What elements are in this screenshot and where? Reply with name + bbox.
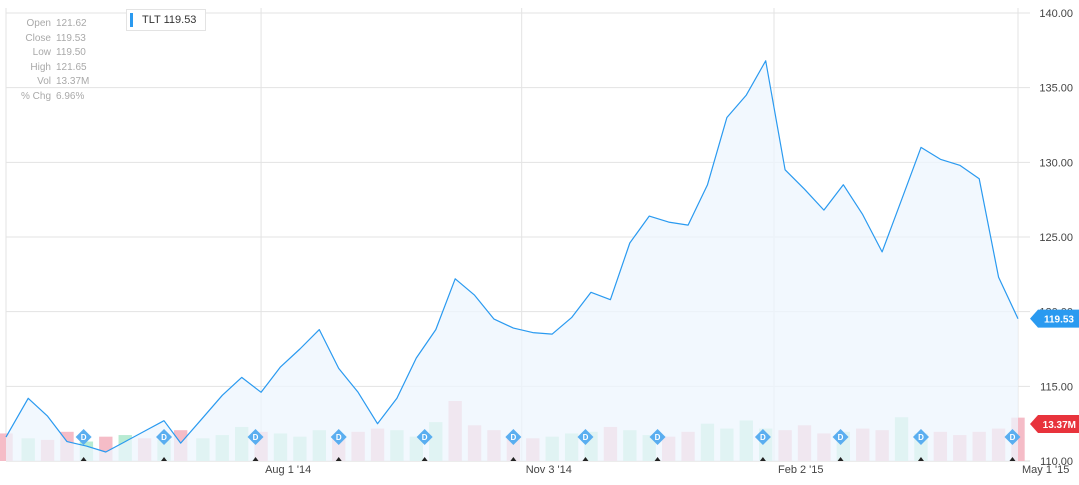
dividend-marker[interactable]: D bbox=[912, 429, 929, 461]
y-tick-label: 130.00 bbox=[1039, 157, 1073, 169]
dividend-diamond bbox=[75, 429, 92, 445]
price-area-fill bbox=[6, 60, 1018, 462]
dividend-marker[interactable]: D bbox=[156, 429, 173, 461]
dividend-marker-label: D bbox=[838, 433, 844, 442]
series-legend[interactable]: TLT 119.53 bbox=[126, 9, 206, 31]
info-row-close: Close 119.53 bbox=[6, 32, 89, 47]
info-row-open: Open 121.62 bbox=[6, 17, 89, 32]
info-row-vol: Vol 13.37M bbox=[6, 75, 89, 90]
info-label: High bbox=[30, 61, 51, 73]
info-value: 119.53 bbox=[56, 32, 86, 44]
info-row-high: High 121.65 bbox=[6, 61, 89, 76]
dividend-tick bbox=[1009, 457, 1016, 461]
legend-swatch bbox=[130, 13, 133, 27]
dividend-diamond bbox=[649, 429, 666, 445]
dividend-diamond bbox=[416, 429, 433, 445]
dividend-diamond bbox=[754, 429, 771, 445]
dividend-marker-label: D bbox=[918, 433, 924, 442]
dividend-diamond bbox=[912, 429, 929, 445]
dividend-diamond bbox=[156, 429, 173, 445]
dividend-tick bbox=[759, 457, 766, 461]
info-value: 121.62 bbox=[56, 18, 87, 29]
x-axis: Aug 1 '14 Nov 3 '14 Feb 2 '15 May 1 '15 bbox=[265, 464, 1069, 476]
ohlc-info-panel: Open 121.62 Close 119.53 Low 119.50 High 121… bbox=[6, 17, 89, 104]
dividend-marker-label: D bbox=[1010, 433, 1016, 442]
last-price-tag-bg bbox=[1030, 309, 1079, 328]
dividend-tick bbox=[582, 457, 589, 461]
dividend-tick bbox=[510, 457, 517, 461]
y-axis: 110.00115.00120.00125.00130.00135.00140.… bbox=[1039, 8, 1073, 468]
info-value: 119.50 bbox=[56, 47, 86, 58]
y-tick-label: 125.00 bbox=[1039, 232, 1073, 244]
price-line-path bbox=[5, 60, 1019, 453]
x-tick-label: Aug 1 '14 bbox=[265, 464, 311, 476]
last-price-tag-label: 119.53 bbox=[1044, 315, 1074, 326]
dividend-tick bbox=[654, 457, 661, 461]
dividend-marker[interactable]: D bbox=[649, 429, 666, 461]
dividend-tick bbox=[837, 457, 844, 461]
dividend-diamond bbox=[1004, 429, 1021, 445]
dividend-marker[interactable]: D bbox=[832, 429, 849, 461]
last-volume-tag-label: 13.37M bbox=[1043, 420, 1076, 431]
x-tick-label: May 1 '15 bbox=[1022, 464, 1069, 476]
dividend-marker[interactable]: D bbox=[416, 429, 433, 461]
info-value: 121.65 bbox=[56, 61, 87, 73]
dividend-tick bbox=[80, 457, 87, 461]
info-label: Close bbox=[25, 32, 51, 44]
dividend-marker[interactable]: D bbox=[247, 429, 264, 461]
dividend-marker-label: D bbox=[161, 433, 167, 442]
dividend-marker-label: D bbox=[81, 433, 87, 442]
dividend-tick bbox=[252, 457, 259, 461]
dividend-diamond bbox=[832, 429, 849, 445]
dividend-marker-label: D bbox=[253, 433, 259, 442]
info-value: 13.37M bbox=[56, 76, 90, 87]
dividend-marker[interactable]: D bbox=[330, 429, 347, 461]
last-price-tag: 119.53 bbox=[1030, 309, 1079, 328]
dividend-diamond bbox=[330, 429, 347, 445]
last-volume-tag: 13.37M bbox=[1030, 415, 1079, 433]
dividend-marker[interactable]: D bbox=[505, 429, 522, 461]
last-value-tags: 119.53 13.37M bbox=[1030, 309, 1079, 433]
dividend-marker[interactable]: D bbox=[1004, 429, 1021, 461]
last-volume-tag-bg bbox=[1030, 415, 1079, 433]
info-row-pct-chg: % Chg 6.96% bbox=[6, 90, 89, 105]
dividend-tick bbox=[917, 457, 924, 461]
info-label: Vol bbox=[37, 76, 51, 87]
dividend-diamond bbox=[247, 429, 264, 445]
legend-label: TLT 119.53 bbox=[142, 14, 197, 26]
dividend-marker[interactable]: D bbox=[75, 429, 92, 461]
dividend-diamond bbox=[577, 429, 594, 445]
y-tick-label: 115.00 bbox=[1040, 381, 1073, 393]
x-tick-label: Nov 3 '14 bbox=[526, 464, 572, 476]
info-value: 6.96% bbox=[56, 90, 85, 102]
y-tick-label: 110.00 bbox=[1040, 456, 1073, 468]
info-row-low: Low 119.50 bbox=[6, 46, 89, 61]
dividend-marker-label: D bbox=[510, 433, 516, 442]
dividend-tick bbox=[161, 457, 168, 461]
dividend-tick bbox=[335, 457, 342, 461]
dividend-tick bbox=[421, 457, 428, 461]
price-area bbox=[6, 60, 1018, 462]
info-label: Low bbox=[32, 47, 51, 58]
dividend-marker-label: D bbox=[760, 433, 766, 442]
x-tick-label: Feb 2 '15 bbox=[778, 464, 824, 476]
dividend-marker-label: D bbox=[583, 433, 589, 442]
dividend-diamond bbox=[505, 429, 522, 445]
dividend-marker-label: D bbox=[422, 433, 428, 442]
dividend-marker[interactable]: D bbox=[577, 429, 594, 461]
dividend-marker-label: D bbox=[336, 433, 342, 442]
info-label: % Chg bbox=[20, 90, 51, 102]
dividend-marker[interactable]: D bbox=[754, 429, 771, 461]
price-line bbox=[5, 60, 1019, 453]
y-tick-label: 135.00 bbox=[1039, 83, 1073, 95]
dividend-marker-label: D bbox=[655, 433, 661, 442]
info-label: Open bbox=[26, 18, 51, 29]
y-tick-label: 140.00 bbox=[1039, 8, 1073, 20]
